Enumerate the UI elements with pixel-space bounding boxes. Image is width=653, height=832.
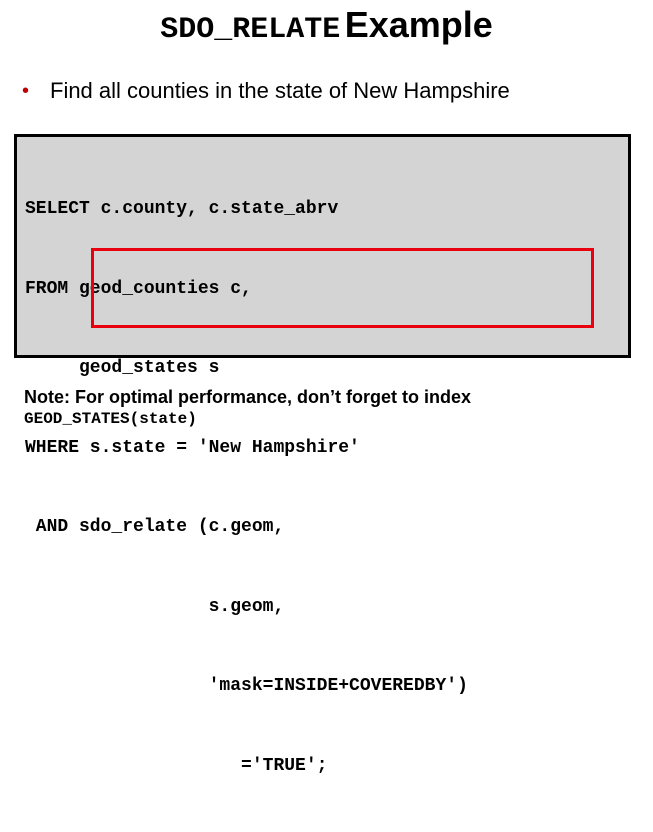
bullet-item: • Find all counties in the state of New … xyxy=(22,78,510,104)
performance-note: Note: For optimal performance, don’t for… xyxy=(24,387,472,407)
bullet-text: Find all counties in the state of New Ha… xyxy=(50,78,510,103)
title-word: Example xyxy=(344,4,493,45)
sql-code: SELECT c.county, c.state_abrv FROM geod_… xyxy=(25,143,468,832)
title-function-name: SDO_RELATE xyxy=(160,13,341,47)
code-line: FROM geod_counties c, xyxy=(25,278,252,299)
code-line: AND sdo_relate (c.geom, xyxy=(25,517,285,537)
code-line: s.geom, xyxy=(25,596,285,617)
code-line: geod_states s xyxy=(25,358,220,378)
index-code: GEOD_STATES(state) xyxy=(24,410,197,428)
code-block: SELECT c.county, c.state_abrv FROM geod_… xyxy=(14,134,631,776)
slide-title: SDO_RELATE Example xyxy=(0,4,653,47)
bullet-dot-icon: • xyxy=(22,79,30,102)
code-line: SELECT c.county, c.state_abrv xyxy=(25,199,339,219)
code-line: WHERE s.state = 'New Hampshire' xyxy=(25,437,360,458)
code-line: ='TRUE'; xyxy=(25,755,328,776)
code-line: 'mask=INSIDE+COVEREDBY') xyxy=(25,676,468,696)
